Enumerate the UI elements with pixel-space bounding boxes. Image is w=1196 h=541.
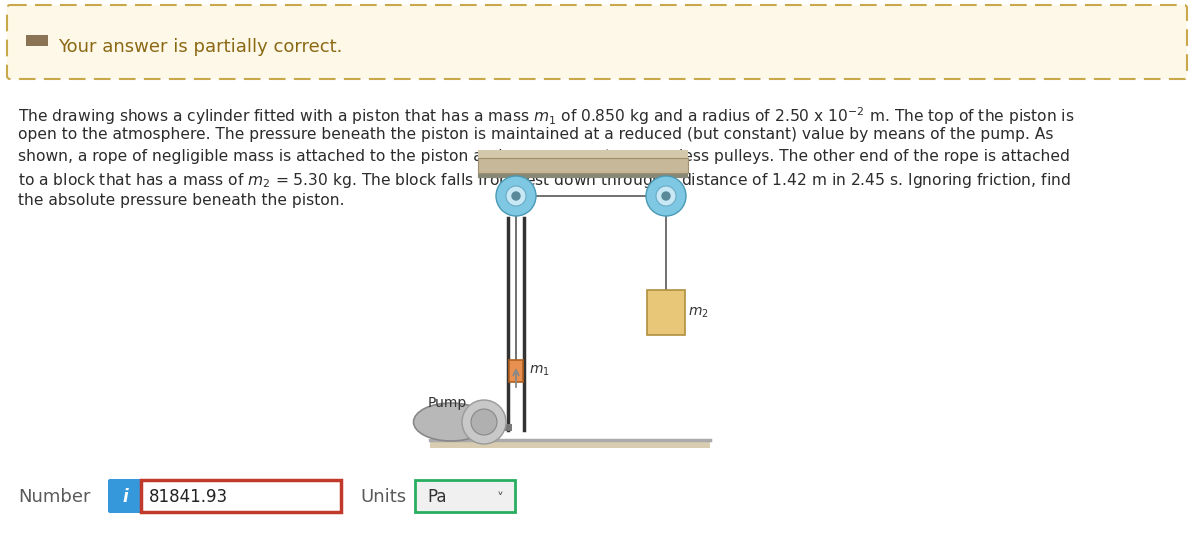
Bar: [478, 150, 688, 158]
Circle shape: [506, 186, 526, 206]
Bar: [509, 360, 523, 382]
Text: 81841.93: 81841.93: [150, 488, 228, 506]
Circle shape: [655, 186, 676, 206]
Text: to a block that has a mass of $m_2$ = 5.30 kg. The block falls from rest down th: to a block that has a mass of $m_2$ = 5.…: [18, 171, 1070, 190]
Bar: [478, 158, 688, 173]
Text: Pump: Pump: [428, 396, 468, 410]
Text: Number: Number: [18, 488, 91, 506]
FancyBboxPatch shape: [7, 5, 1186, 79]
Text: Your answer is partially correct.: Your answer is partially correct.: [57, 38, 342, 56]
Circle shape: [663, 192, 670, 200]
Text: i: i: [122, 488, 128, 506]
Text: The drawing shows a cylinder fitted with a piston that has a mass $m_1$ of 0.850: The drawing shows a cylinder fitted with…: [18, 105, 1074, 127]
Text: shown, a rope of negligible mass is attached to the piston and passes over two m: shown, a rope of negligible mass is atta…: [18, 149, 1070, 164]
Circle shape: [471, 409, 498, 435]
Bar: [647, 290, 685, 335]
Text: Pa: Pa: [427, 488, 446, 506]
Circle shape: [646, 176, 687, 216]
Text: open to the atmosphere. The pressure beneath the piston is maintained at a reduc: open to the atmosphere. The pressure ben…: [18, 127, 1054, 142]
Text: $m_2$: $m_2$: [688, 305, 709, 320]
Circle shape: [462, 400, 506, 444]
FancyBboxPatch shape: [108, 479, 142, 513]
Text: $m_1$: $m_1$: [529, 364, 550, 378]
Circle shape: [496, 176, 536, 216]
Text: ˅: ˅: [496, 492, 504, 506]
Ellipse shape: [414, 403, 488, 441]
Bar: [431, 440, 710, 448]
Text: Units: Units: [360, 488, 407, 506]
Bar: [141, 480, 341, 512]
Text: the absolute pressure beneath the piston.: the absolute pressure beneath the piston…: [18, 193, 344, 208]
Bar: [415, 480, 515, 512]
Bar: [26, 35, 48, 46]
Circle shape: [512, 192, 520, 200]
